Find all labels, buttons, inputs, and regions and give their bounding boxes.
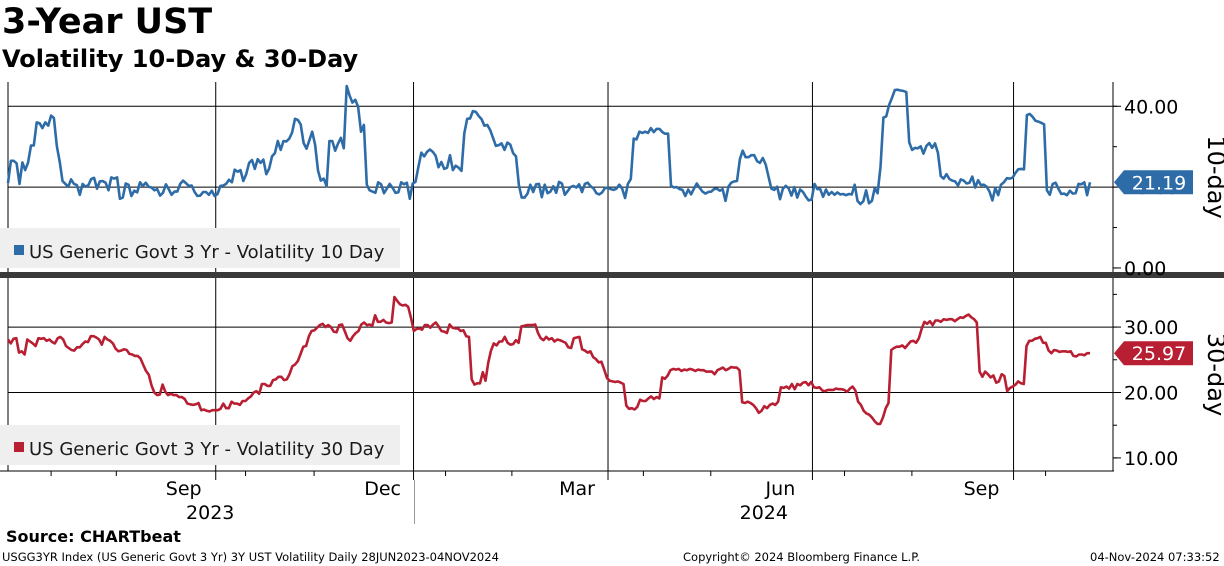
axis-title: 10-day xyxy=(1202,135,1224,218)
legend-label: US Generic Govt 3 Yr - Volatility 30 Day xyxy=(29,439,385,460)
copyright: Copyright© 2024 Bloomberg Finance L.P. xyxy=(683,550,920,564)
month-label: Sep xyxy=(964,478,1000,500)
year-label: 2024 xyxy=(740,502,788,524)
y-tick-label: 40.00 xyxy=(1124,96,1178,118)
ticker-info: USGG3YR Index (US Generic Govt 3 Yr) 3Y … xyxy=(2,550,499,564)
y-tick-label: 20.00 xyxy=(1124,382,1178,404)
month-label: Jun xyxy=(765,478,796,500)
legend-box xyxy=(0,228,400,268)
series-lines xyxy=(6,84,1092,426)
month-label: Sep xyxy=(166,478,202,500)
legend-box xyxy=(0,425,400,465)
legend-label: US Generic Govt 3 Yr - Volatility 10 Day xyxy=(29,242,385,263)
last-value-badge: 21.19 xyxy=(1114,170,1193,195)
last-value-badge: 25.97 xyxy=(1114,341,1193,366)
axis-title: 30-day xyxy=(1202,333,1224,416)
month-label: Mar xyxy=(559,478,595,500)
last-value-text: 25.97 xyxy=(1132,343,1186,365)
month-label: Dec xyxy=(364,478,401,500)
series-line-10day xyxy=(6,84,1092,206)
series-line-30day xyxy=(6,295,1090,426)
last-value-badge-bg xyxy=(1114,341,1193,366)
y-tick-label: 10.00 xyxy=(1124,448,1178,470)
legends: US Generic Govt 3 Yr - Volatility 10 Day… xyxy=(0,228,400,465)
chart-background xyxy=(0,272,1224,278)
legend-swatch xyxy=(14,245,24,255)
timestamp: 04-Nov-2024 07:33:52 xyxy=(1090,550,1220,564)
y-tick-label: 0.00 xyxy=(1124,258,1166,280)
chart-title: 3-Year UST xyxy=(2,2,213,42)
chart-subtitle: Volatility 10-Day & 30-Day xyxy=(2,45,359,73)
panel-divider xyxy=(0,272,1224,278)
source-label: Source: CHARTbeat xyxy=(6,527,181,546)
last-value-text: 21.19 xyxy=(1132,172,1186,194)
axes xyxy=(0,82,1121,524)
legend-swatch xyxy=(14,442,24,452)
y-tick-label: 30.00 xyxy=(1124,317,1178,339)
last-value-badge-bg xyxy=(1114,170,1193,195)
axis-labels: SepDecMarJunSep202320240.0020.0040.0021.… xyxy=(166,96,1224,524)
year-label: 2023 xyxy=(186,502,234,524)
